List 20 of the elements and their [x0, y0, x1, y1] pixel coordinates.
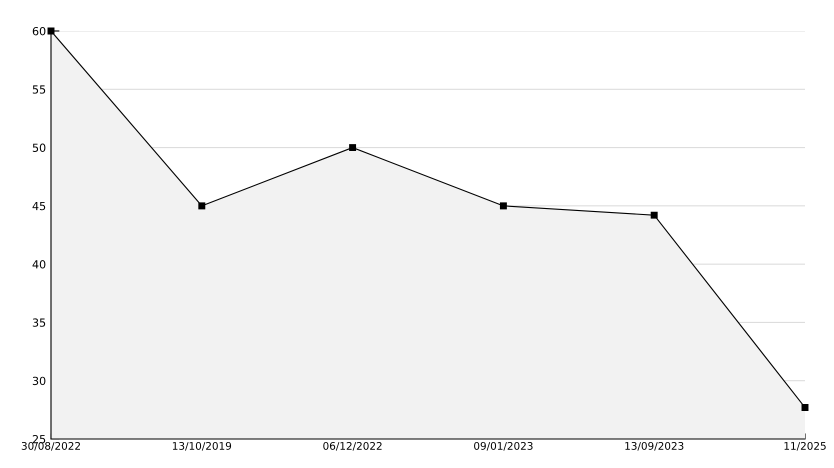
point: [198, 202, 206, 210]
y-tick-label: 30: [32, 376, 46, 386]
y-tick-label: 25: [32, 434, 46, 444]
y-tick-label: 40: [32, 260, 46, 269]
x-tick-label: 13/10/2019: [172, 442, 232, 451]
point: [48, 28, 54, 34]
y-tick-label: 35: [32, 318, 46, 327]
point: [500, 202, 507, 210]
x-tick-label: 30/08/2022: [22, 442, 80, 451]
point: [802, 404, 808, 411]
x-tick-label: 11/2025: [784, 442, 826, 451]
y-tick-label: 55: [32, 85, 46, 94]
x-tick-label: 06/12/2022: [323, 442, 382, 451]
y-tick-label: 60: [32, 26, 46, 36]
point: [349, 144, 356, 152]
point: [650, 212, 658, 219]
y-tick-label: 45: [32, 202, 46, 210]
y-tick-label: 50: [32, 144, 46, 152]
x-tick-label: 13/09/2023: [625, 442, 684, 451]
x-tick-label: 09/01/2023: [474, 442, 533, 451]
